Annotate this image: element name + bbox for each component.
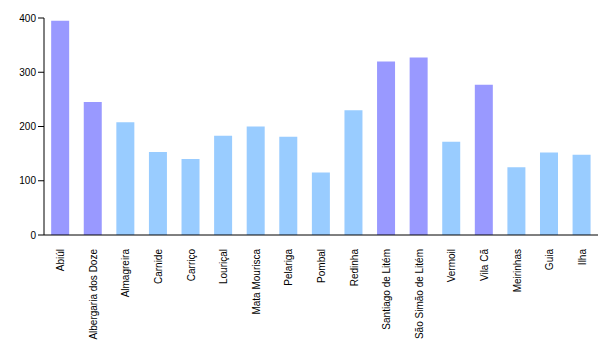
svg-text:Ilha: Ilha [577,249,588,266]
svg-text:300: 300 [19,67,36,78]
svg-text:Vermoil: Vermoil [446,249,457,282]
svg-text:Abiúl: Abiúl [55,249,66,271]
svg-text:Carnide: Carnide [153,249,164,284]
svg-text:Pombal: Pombal [316,249,327,283]
svg-text:Carriço: Carriço [186,249,197,282]
svg-text:200: 200 [19,121,36,132]
svg-text:Pelariga: Pelariga [283,249,294,286]
svg-text:São Simão de Litém: São Simão de Litém [414,249,425,339]
svg-text:Vila Cã: Vila Cã [479,249,490,281]
svg-text:Almagreira: Almagreira [120,249,131,298]
svg-text:Santiago de Litém: Santiago de Litém [381,249,392,330]
svg-text:Guia: Guia [544,249,555,271]
svg-text:0: 0 [30,230,36,241]
svg-text:Louriçal: Louriçal [218,249,229,284]
svg-text:400: 400 [19,13,36,24]
svg-text:100: 100 [19,175,36,186]
svg-text:Redinha: Redinha [349,249,360,287]
svg-text:Mata Mourisca: Mata Mourisca [251,249,262,315]
svg-text:Meirinhas: Meirinhas [512,249,523,292]
svg-text:Albergaria dos Doze: Albergaria dos Doze [88,249,99,340]
